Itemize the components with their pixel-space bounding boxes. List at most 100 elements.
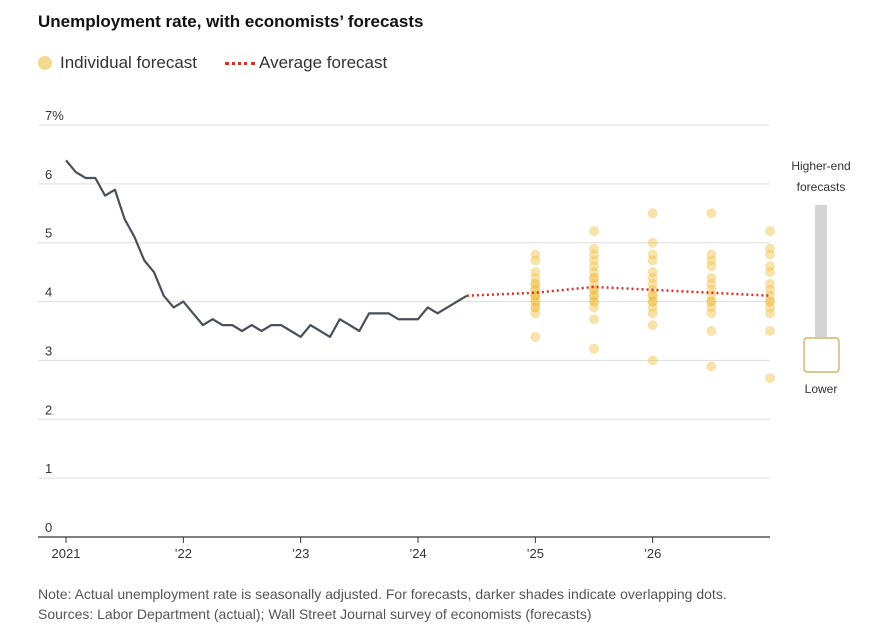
forecast-dot: [589, 243, 599, 254]
forecast-dot: [589, 255, 599, 266]
forecast-dot: [765, 249, 775, 260]
forecast-dot: [706, 361, 717, 372]
forecast-dot: [589, 249, 599, 260]
y-tick-label: 5: [45, 226, 52, 241]
forecast-dot: [765, 308, 775, 319]
y-tick-label: 6: [45, 167, 52, 182]
forecast-dot: [706, 261, 717, 272]
forecast-dot: [530, 249, 541, 260]
forecast-dot: [589, 290, 599, 301]
forecast-dot: [647, 273, 658, 284]
x-axis-ticks: 2021 ’22 ’23 ’24 ’25 ’26: [52, 537, 661, 561]
forecast-dot: [530, 296, 541, 307]
forecast-dot: [530, 255, 541, 266]
forecast-dot: [765, 326, 775, 336]
scale-top-label-2: forecasts: [797, 180, 846, 194]
y-axis-ticks: 7% 6 5 4 3 2 1 0: [45, 108, 64, 535]
scale-bottom-label: Lower: [805, 382, 838, 396]
average-series: [466, 285, 771, 297]
forecast-dot: [647, 237, 658, 248]
forecast-dot: [765, 296, 775, 307]
forecast-dot: [589, 225, 599, 236]
forecast-dot: [706, 273, 717, 284]
forecast-dot: [589, 314, 599, 325]
forecast-dot: [765, 284, 775, 295]
forecast-dot: [765, 296, 775, 307]
sources-text: Sources: Labor Department (actual); Wall…: [38, 606, 592, 622]
x-tick-label: 2021: [52, 546, 81, 561]
forecast-dot: [530, 273, 541, 284]
forecast-dot: [530, 331, 541, 342]
x-tick-label: ’25: [527, 546, 544, 561]
forecast-dot: [647, 255, 658, 266]
forecast-dot: [647, 278, 658, 289]
forecast-dot: [706, 208, 717, 219]
forecast-dot: [647, 355, 658, 366]
forecast-dot: [765, 261, 775, 272]
forecast-dot: [706, 255, 717, 266]
individual-forecast-swatch: [38, 56, 52, 70]
forecast-dot: [765, 290, 775, 301]
forecast-dot: [530, 278, 541, 289]
x-tick-label: ’24: [409, 546, 426, 561]
forecast-dot: [530, 278, 541, 289]
forecast-dot: [530, 296, 541, 307]
forecast-dot: [530, 308, 541, 319]
forecast-dot: [765, 302, 775, 313]
forecast-dot: [589, 302, 599, 313]
forecast-dot: [765, 373, 775, 384]
forecast-dots: [530, 208, 775, 384]
forecast-dot: [647, 249, 658, 260]
y-tick-label: 1: [45, 461, 52, 476]
scale-top-label: Higher-end: [791, 159, 850, 173]
forecast-dot: [647, 208, 658, 219]
forecast-dot: [706, 249, 717, 260]
forecast-dot: [589, 284, 599, 295]
forecast-dot: [589, 261, 599, 272]
actual-line: [65, 159, 468, 338]
scale-handle: [803, 337, 840, 373]
forecast-dot: [765, 243, 775, 254]
forecast-dot: [589, 296, 599, 307]
forecast-dot: [530, 302, 541, 313]
forecast-dot: [706, 308, 717, 319]
y-tick-label: 7%: [45, 108, 64, 123]
forecast-dot: [706, 302, 717, 313]
y-tick-label: 3: [45, 343, 52, 358]
forecast-dot: [647, 290, 658, 301]
forecast-dot: [589, 343, 599, 354]
forecast-dot: [530, 267, 541, 278]
forecast-dot: [589, 296, 599, 307]
forecast-dot: [706, 290, 717, 301]
forecast-dot: [647, 308, 658, 319]
forecast-scale-legend: Higher-end forecasts Lower: [791, 159, 850, 396]
forecast-dot: [589, 284, 599, 295]
y-tick-label: 0: [45, 520, 52, 535]
forecast-dot: [765, 225, 775, 236]
forecast-dot: [706, 326, 717, 336]
scale-bar: [815, 205, 827, 337]
forecast-dot: [589, 273, 599, 284]
note-text: Note: Actual unemployment rate is season…: [38, 586, 727, 602]
forecast-dot: [706, 278, 717, 289]
forecast-dot: [647, 267, 658, 278]
forecast-dot: [647, 320, 658, 331]
forecast-dot: [530, 302, 541, 313]
forecast-dot: [765, 278, 775, 289]
forecast-dot: [706, 284, 717, 295]
forecast-dot: [706, 296, 717, 307]
y-tick-label: 4: [45, 285, 52, 300]
forecast-dot: [647, 302, 658, 313]
forecast-dot: [647, 296, 658, 307]
forecast-dot: [589, 278, 599, 289]
forecast-dot: [589, 267, 599, 278]
forecast-dot: [765, 267, 775, 278]
forecast-dot: [647, 296, 658, 307]
forecast-dot: [589, 290, 599, 301]
legend-average-label: Average forecast: [259, 53, 388, 72]
x-tick-label: ’26: [644, 546, 661, 561]
chart-title: Unemployment rate, with economists’ fore…: [38, 12, 424, 31]
chart-legend: Individual forecast Average forecast: [38, 53, 387, 73]
average-forecast-line: [466, 285, 771, 297]
actual-series: [65, 159, 468, 338]
